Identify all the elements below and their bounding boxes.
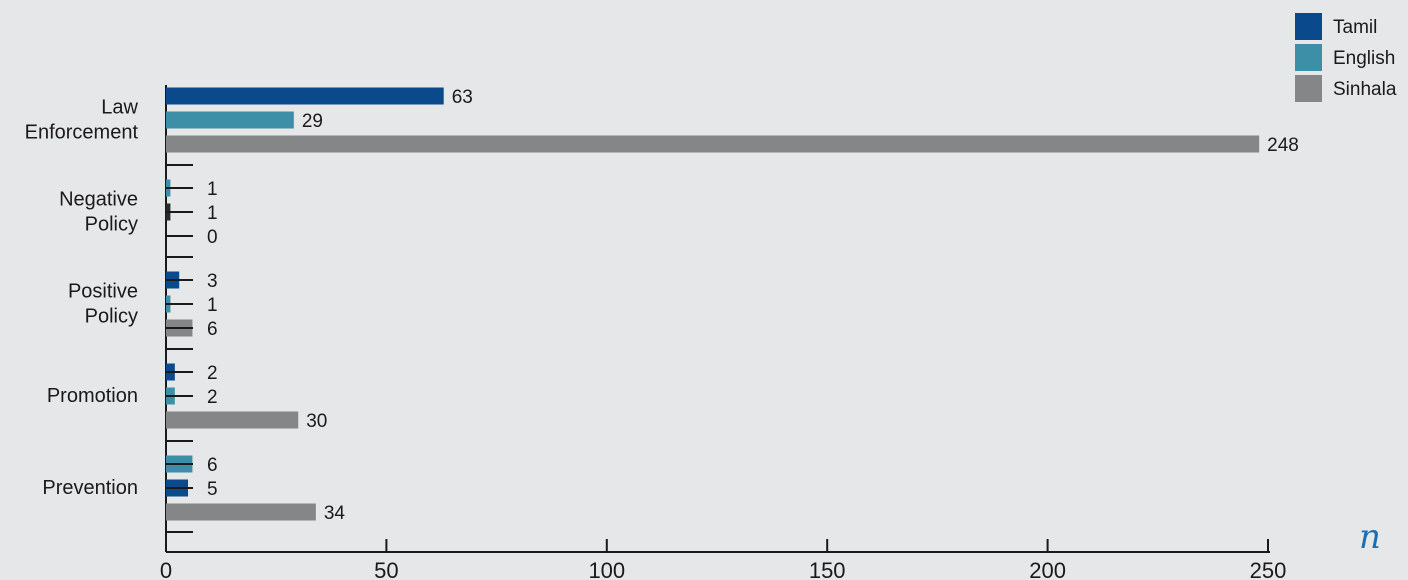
bar [166, 111, 294, 129]
category-label: Positive Policy [68, 281, 138, 328]
legend-label: English [1333, 48, 1395, 69]
value-label: 29 [302, 111, 323, 132]
x-tick-label: 150 [809, 558, 846, 580]
x-tick-label: 100 [588, 558, 625, 580]
legend-label: Tamil [1333, 17, 1377, 38]
value-label: 1 [207, 295, 218, 316]
x-axis-unit-label: n [1359, 517, 1381, 557]
legend-swatch [1295, 75, 1322, 102]
legend-swatch [1295, 44, 1322, 71]
value-label: 0 [207, 227, 218, 248]
value-label: 5 [207, 479, 218, 500]
value-label: 2 [207, 387, 218, 408]
category-label: Prevention [42, 477, 138, 499]
category-label: Promotion [47, 385, 138, 407]
value-label: 1 [207, 179, 218, 200]
legend-label: Sinhala [1333, 79, 1397, 100]
bar [166, 503, 316, 521]
value-label: 6 [207, 455, 218, 476]
x-tick-label: 0 [160, 558, 172, 580]
value-label: 1 [207, 203, 218, 224]
value-label: 248 [1267, 135, 1299, 156]
category-label: Negative Policy [59, 189, 138, 236]
value-label: 6 [207, 319, 218, 340]
value-label: 2 [207, 363, 218, 384]
legend-swatch [1295, 13, 1322, 40]
category-label: Law Enforcement [25, 97, 139, 144]
bar [166, 411, 299, 429]
value-label: 34 [324, 503, 346, 524]
x-tick-label: 250 [1250, 558, 1287, 580]
x-tick-label: 50 [374, 558, 398, 580]
value-label: 3 [207, 271, 218, 292]
bar [166, 135, 1260, 153]
bar [166, 87, 444, 105]
value-label: 30 [306, 411, 327, 432]
x-tick-label: 200 [1029, 558, 1066, 580]
value-label: 63 [452, 87, 473, 108]
